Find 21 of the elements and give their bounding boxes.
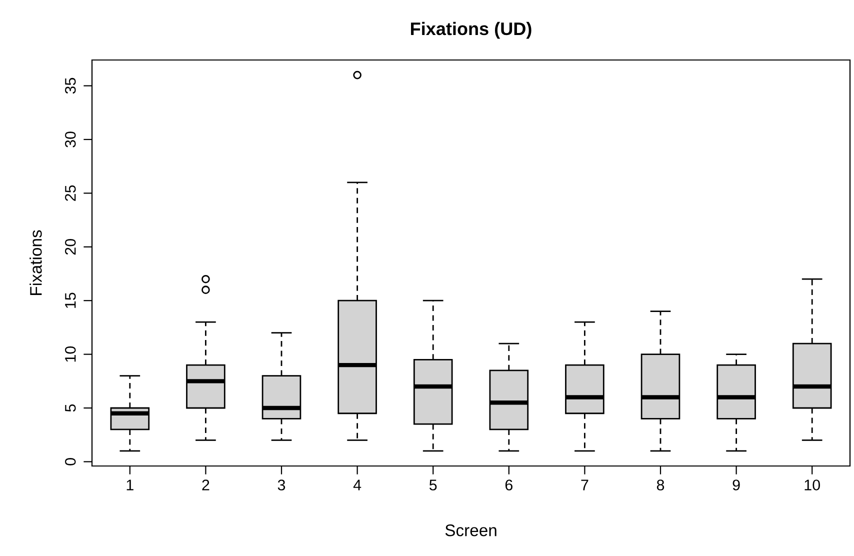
x-tick-label: 6: [505, 480, 512, 490]
x-tick-label: 4: [353, 480, 362, 490]
y-tick-label: 15: [65, 292, 76, 308]
y-tick-label: 10: [64, 346, 76, 362]
x-tick-label: 9: [732, 480, 740, 490]
y-axis-title: Fixations: [30, 230, 42, 295]
x-tick-label: 5: [429, 480, 437, 490]
x-tick-label: 10: [804, 480, 820, 490]
y-tick-label: 0: [64, 458, 76, 466]
x-axis-title: Screen: [445, 524, 496, 536]
y-tick-label: 5: [65, 404, 76, 412]
x-tick-label: 3: [278, 480, 286, 490]
x-tick-label: 2: [202, 480, 210, 490]
y-tick-label: 30: [64, 132, 76, 148]
chart-title: Fixations (UD): [411, 22, 532, 39]
y-tick-label: 20: [64, 238, 76, 255]
x-tick-label: 1: [126, 480, 134, 490]
x-tick-label: 7: [581, 480, 588, 490]
y-tick-label: 35: [64, 78, 76, 94]
y-tick-label: 25: [64, 185, 76, 201]
x-tick-label: 8: [656, 480, 664, 490]
